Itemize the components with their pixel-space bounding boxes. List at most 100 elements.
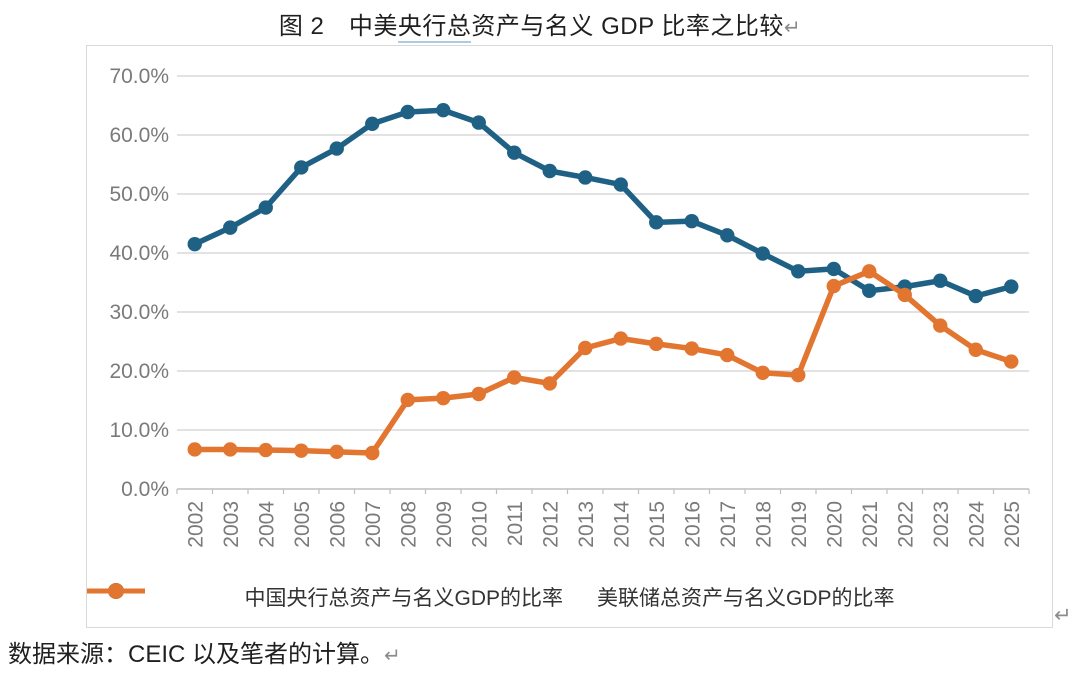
- data-point-marker: [542, 163, 557, 179]
- y-tick-label: 50.0%: [109, 183, 169, 206]
- x-tick-label: 2018: [752, 501, 775, 548]
- data-point-marker: [578, 170, 593, 185]
- series-0: [187, 103, 1019, 304]
- data-point-marker: [329, 141, 344, 156]
- gridlines: [177, 75, 1029, 431]
- x-axis-labels: 2002 2003 2004 2005 2006 2007 2008 2009 2010 2011…: [184, 501, 1024, 548]
- data-point-marker: [223, 220, 238, 235]
- x-tick-label: 2009: [433, 501, 456, 548]
- data-point-marker: [436, 103, 451, 118]
- chart-legend: 中国央行总资产与名义GDP的比率 美联储总资产与名义GDP的比率: [87, 582, 1052, 612]
- data-point-marker: [613, 331, 628, 346]
- legend-label: 中国央行总资产与名义GDP的比率: [244, 587, 563, 610]
- y-tick-label: 30.0%: [109, 301, 169, 324]
- x-tick-label: 2015: [646, 501, 669, 548]
- data-point-marker: [329, 444, 344, 460]
- data-point-marker: [649, 336, 664, 352]
- chart-title-prefix: 图 2 中美: [278, 13, 398, 40]
- x-tick-label: 2002: [184, 501, 207, 548]
- data-point-marker: [791, 264, 806, 279]
- legend-marker-icon: [87, 583, 145, 599]
- y-axis-labels: 0.0% 10.0% 20.0% 30.0% 40.0% 50.0% 60.0% 70.0%: [109, 65, 169, 501]
- data-point-marker: [1004, 354, 1019, 369]
- y-tick-label: 70.0%: [109, 65, 169, 88]
- x-axis: [176, 488, 1030, 494]
- data-point-marker: [542, 376, 557, 391]
- data-point-marker: [649, 215, 664, 230]
- chart-title-underlined-fragment: 央行总: [397, 13, 472, 43]
- data-source-text: 数据来源：CEIC 以及笔者的计算。: [8, 641, 385, 668]
- paragraph-return-icon: ↵: [783, 17, 802, 39]
- data-point-marker: [471, 386, 486, 402]
- x-tick-label: 2020: [823, 501, 846, 548]
- data-point-marker: [684, 213, 699, 229]
- data-point-marker: [1004, 279, 1019, 294]
- x-tick-label: 2010: [468, 501, 491, 548]
- x-tick-label: 2004: [255, 501, 278, 548]
- x-tick-label: 2006: [326, 501, 349, 548]
- data-point-marker: [507, 370, 522, 385]
- data-point-marker: [187, 236, 202, 252]
- series-line: [192, 107, 1014, 299]
- data-point-marker: [720, 347, 735, 363]
- legend-label: 美联储总资产与名义GDP的比率: [597, 587, 895, 610]
- x-tick-label: 2022: [894, 501, 917, 548]
- x-tick-label: 2005: [291, 501, 314, 548]
- series-line: [192, 268, 1014, 456]
- x-tick-label: 2012: [539, 501, 562, 548]
- x-tick-label: 2021: [859, 501, 882, 548]
- data-point-marker: [365, 445, 380, 461]
- data-point-marker: [684, 341, 699, 356]
- x-tick-label: 2014: [610, 501, 633, 548]
- data-point-marker: [862, 283, 877, 298]
- data-point-marker: [436, 390, 451, 406]
- data-point-marker: [507, 145, 522, 160]
- legend-item-0: 中国央行总资产与名义GDP的比率: [87, 582, 563, 612]
- chart-title: 图 2 中美央行总资产与名义 GDP 比率之比较↵: [0, 6, 1080, 43]
- data-point-marker: [933, 318, 948, 333]
- data-point-marker: [294, 160, 309, 175]
- x-tick-label: 2011: [504, 501, 527, 546]
- data-point-marker: [294, 443, 309, 458]
- y-tick-label: 10.0%: [109, 419, 169, 442]
- data-point-marker: [791, 367, 806, 383]
- data-point-marker: [968, 342, 983, 357]
- y-tick-label: 40.0%: [109, 242, 169, 265]
- x-tick-label: 2007: [362, 501, 385, 548]
- chart-title-suffix: 资产与名义 GDP 比率之比较: [471, 13, 784, 40]
- data-point-marker: [720, 228, 735, 243]
- y-tick-label: 0.0%: [121, 478, 169, 501]
- data-point-marker: [471, 115, 486, 130]
- data-point-marker: [897, 287, 912, 303]
- data-point-marker: [400, 392, 415, 408]
- x-tick-label: 2016: [681, 501, 704, 548]
- x-tick-label: 2013: [575, 501, 598, 548]
- data-point-marker: [862, 264, 877, 279]
- x-tick-label: 2008: [397, 501, 420, 548]
- data-point-marker: [755, 365, 770, 380]
- data-point-marker: [258, 200, 273, 215]
- data-point-marker: [613, 177, 628, 192]
- data-point-marker: [826, 278, 841, 294]
- data-point-marker: [578, 340, 593, 356]
- x-tick-label: 2017: [717, 501, 740, 548]
- y-tick-label: 60.0%: [109, 124, 169, 147]
- data-point-marker: [187, 442, 202, 457]
- data-point-marker: [826, 261, 841, 277]
- legend-item-1: 美联储总资产与名义GDP的比率: [87, 582, 895, 612]
- paragraph-return-icon: ↵: [1054, 604, 1072, 627]
- x-tick-label: 2003: [220, 501, 243, 548]
- data-point-marker: [755, 246, 770, 261]
- line-chart-svg: 0.0% 10.0% 20.0% 30.0% 40.0% 50.0% 60.0% 70.0% 2…: [109, 65, 1030, 548]
- data-point-marker: [968, 288, 983, 304]
- data-point-marker: [223, 442, 238, 457]
- series-1: [187, 264, 1019, 461]
- x-tick-label: 2025: [1001, 501, 1024, 548]
- data-point-marker: [258, 442, 273, 458]
- data-point-marker: [933, 273, 948, 288]
- chart-frame: 0.0% 10.0% 20.0% 30.0% 40.0% 50.0% 60.0% 70.0% 2…: [86, 45, 1053, 628]
- data-point-marker: [400, 104, 415, 120]
- data-source-note: 数据来源：CEIC 以及笔者的计算。↵: [8, 634, 401, 669]
- data-point-marker: [365, 116, 380, 131]
